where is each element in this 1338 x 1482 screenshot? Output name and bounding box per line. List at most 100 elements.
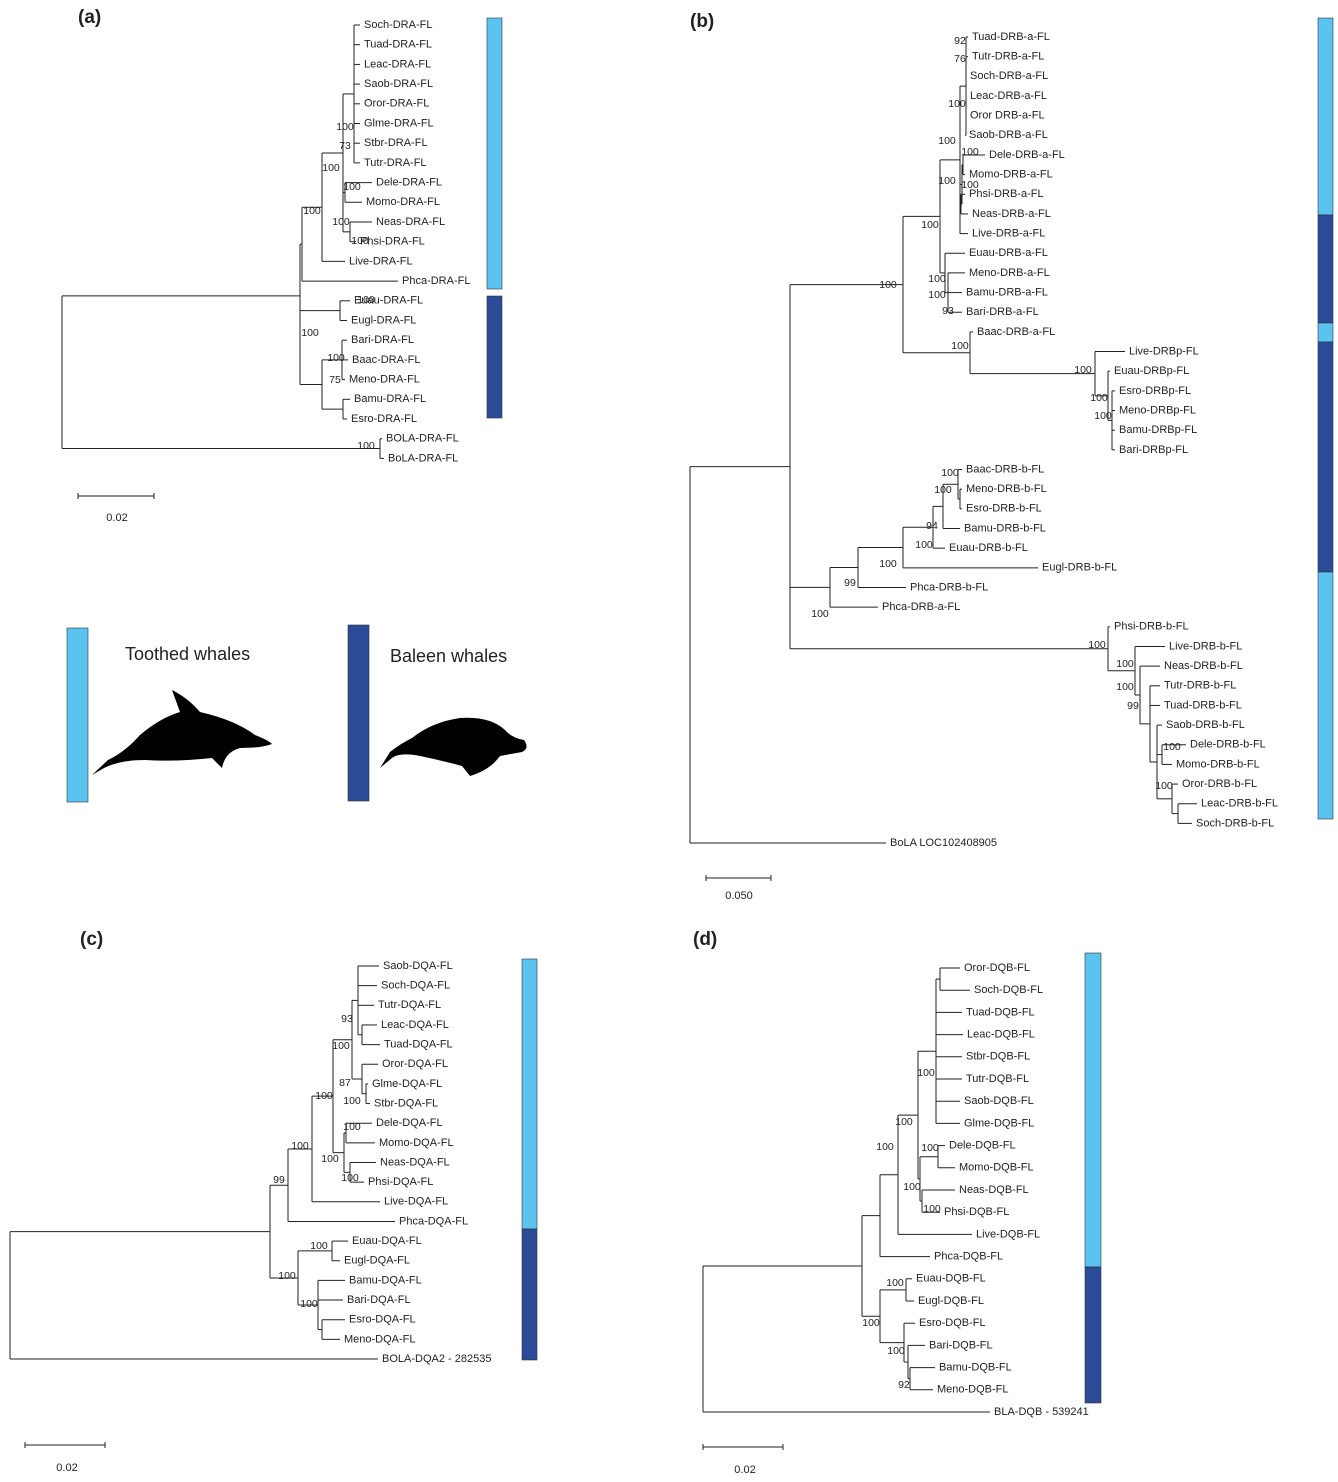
leaf-label: Glme-DQA-FL [372,1078,442,1090]
support-value: 100 [879,279,897,291]
leaf-label: Phca-DRA-FL [402,275,470,287]
leaf-label: Stbr-DQB-FL [966,1051,1030,1063]
support-value: 87 [339,1077,351,1089]
leaf-label: Stbr-DRA-FL [364,137,428,149]
panel-label: (d) [693,929,717,950]
leaf-label: BLA-DQB - 539241 [994,1406,1089,1418]
support-value: 99 [273,1174,285,1186]
leaf-label: Eugl-DRB-b-FL [1042,562,1117,574]
leaf-label: Phsi-DQA-FL [368,1176,433,1188]
leaf-label: Saob-DRB-a-FL [969,129,1048,141]
leaf-label: Live-DRB-a-FL [972,228,1045,240]
leaf-label: Esro-DQA-FL [349,1314,416,1326]
leaf-label: BoLA LOC102408905 [890,837,997,849]
figure: Toothed whales Baleen whales (a)Soch-DRA… [0,0,1338,1477]
leaf-label: Eugl-DQB-FL [918,1295,984,1307]
leaf-label: Bari-DRB-a-FL [966,306,1039,318]
support-value: 100 [948,98,966,110]
leaf-label: Oror-DRB-b-FL [1182,778,1257,790]
support-value: 100 [343,181,361,193]
leaf-label: Glme-DQB-FL [964,1117,1034,1129]
support-value: 100 [887,1345,905,1357]
support-value: 99 [844,577,856,589]
clade-bar [487,18,502,289]
support-value: 100 [291,1140,309,1152]
leaf-label: BOLA-DQA2 - 282535 [382,1353,491,1365]
leaf-label: Dele-DQB-FL [949,1140,1016,1152]
clade-bar [1318,18,1333,215]
leaf-label: Meno-DRA-FL [349,374,420,386]
leaf-label: Bari-DRBp-FL [1119,444,1188,456]
clade-bar [1318,323,1333,342]
support-value: 100 [1094,410,1112,422]
support-value: 100 [941,467,959,479]
support-value: 100 [1090,392,1108,404]
support-value: 100 [915,539,933,551]
leaf-label: Momo-DQA-FL [379,1137,454,1149]
clade-bar [522,959,537,1229]
leaf-label: Eugl-DRA-FL [351,314,416,326]
support-value: 100 [303,205,321,217]
leaf-label: Esro-DRB-b-FL [966,503,1042,515]
support-value: 100 [310,1240,328,1252]
support-value: 92 [898,1379,910,1391]
leaf-label: Phca-DRB-b-FL [910,581,988,593]
leaf-label: Soch-DRA-FL [364,19,432,31]
leaf-label: Momo-DQB-FL [959,1162,1034,1174]
leaf-label: Meno-DRB-b-FL [966,483,1047,495]
support-value: 75 [329,374,341,386]
leaf-label: Euau-DRB-b-FL [949,542,1028,554]
leaf-label: Meno-DQB-FL [937,1384,1009,1396]
support-value: 100 [923,1203,941,1215]
support-value: 94 [926,520,938,532]
leaf-label: Esro-DRBp-FL [1119,385,1191,397]
leaf-label: Leac-DRB-b-FL [1201,798,1278,810]
leaf-label: Bamu-DRBp-FL [1119,424,1197,436]
support-value: 100 [876,1141,894,1153]
support-value: 100 [315,1090,333,1102]
toothed-bar [67,628,88,802]
clade-bar [1085,953,1101,1267]
support-value: 100 [278,1270,296,1282]
leaf-label: Live-DQB-FL [976,1228,1040,1240]
leaf-label: Oror-DQA-FL [382,1058,448,1070]
support-value: 100 [1116,681,1134,693]
leaf-label: Saob-DQA-FL [383,960,453,972]
leaf-label: Bamu-DQB-FL [939,1362,1012,1374]
support-value: 100 [1088,639,1106,651]
leaf-label: Euau-DRB-a-FL [969,247,1048,259]
support-value: 100 [879,558,897,570]
leaf-label: Momo-DRB-a-FL [969,169,1053,181]
support-value: 100 [1163,741,1181,753]
support-value: 100 [928,289,946,301]
leaf-label: Tuad-DQB-FL [966,1006,1035,1018]
leaf-label: Bamu-DRB-b-FL [964,522,1046,534]
leaf-label: Neas-DRA-FL [376,216,445,228]
leaf-label: Bari-DQA-FL [347,1294,411,1306]
support-value: 100 [934,484,952,496]
support-value: 93 [341,1013,353,1025]
support-value: 100 [862,1317,880,1329]
leaf-label: Glme-DRA-FL [364,117,434,129]
clade-bar [1318,215,1333,323]
panel-label: (c) [80,929,103,950]
support-value: 100 [343,1121,361,1133]
support-value: 100 [811,608,829,620]
support-value: 93 [942,305,954,317]
leaf-label: Esro-DQB-FL [919,1317,986,1329]
clade-bar [1085,1267,1101,1403]
whale-icon [380,718,527,776]
leaf-label: Euau-DQB-FL [916,1273,986,1285]
leaf-label: Euau-DQA-FL [352,1235,422,1247]
leaf-label: Live-DRA-FL [349,255,413,267]
leaf-label: Tutr-DQB-FL [966,1073,1029,1085]
leaf-label: Bari-DRA-FL [351,334,414,346]
leaf-label: Phsi-DRB-a-FL [969,188,1044,200]
support-value: 100 [951,340,969,352]
leaf-label: Soch-DQB-FL [974,984,1043,996]
leaf-label: Meno-DRB-a-FL [969,267,1050,279]
leaf-label: Soch-DRB-a-FL [970,70,1048,82]
leaf-label: Bamu-DQA-FL [349,1274,422,1286]
leaf-label: Meno-DQA-FL [344,1333,416,1345]
leaf-label: Dele-DRB-b-FL [1190,739,1266,751]
